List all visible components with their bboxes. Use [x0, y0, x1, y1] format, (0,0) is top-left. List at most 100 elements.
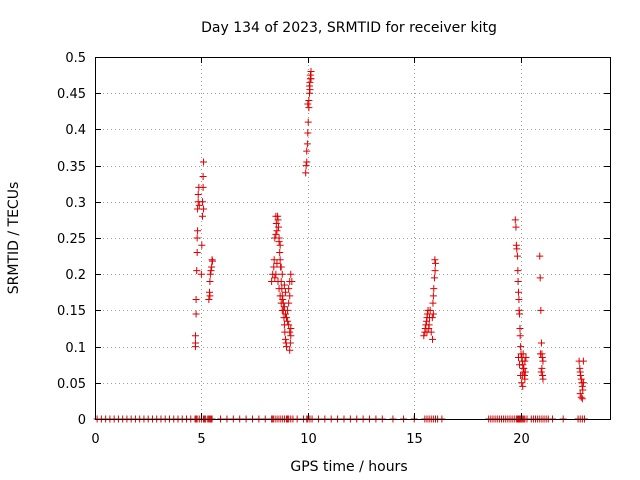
data-point [521, 368, 529, 376]
data-point [205, 296, 213, 304]
data-point [208, 263, 216, 271]
data-point [518, 379, 526, 387]
data-point [284, 317, 292, 325]
data-point [517, 343, 525, 351]
axis-ticks: 0 0.05 0.1 0.15 0.2 0.25 0.3 0.35 0.4 0.45 0.5 0 5 10… [57, 51, 610, 447]
x-tick-label: 0 [91, 432, 99, 447]
data-point [536, 252, 544, 260]
data-point [193, 234, 201, 242]
data-point [307, 67, 315, 75]
data-point [272, 230, 280, 238]
data-point [577, 372, 585, 380]
data-point [302, 162, 310, 170]
data-point [198, 198, 206, 206]
data-point [304, 118, 312, 126]
y-tick-label: 0.3 [65, 196, 86, 211]
data-point [191, 332, 199, 340]
data-point [304, 100, 312, 108]
data-point [280, 303, 288, 311]
data-point [276, 292, 284, 300]
data-point [270, 256, 278, 264]
data-point [272, 270, 280, 278]
data-point [537, 339, 545, 347]
data-point [278, 270, 286, 278]
data-point [281, 335, 289, 343]
data-point [537, 306, 545, 314]
data-point [276, 241, 284, 249]
data-point [206, 270, 214, 278]
y-tick-label: 0.5 [65, 51, 86, 66]
y-tick-label: 0.2 [65, 268, 86, 283]
data-point [431, 267, 439, 275]
data-point [207, 267, 215, 275]
data-point [579, 386, 587, 394]
data-point [426, 306, 434, 314]
data-point [194, 227, 202, 235]
data-point [199, 172, 207, 180]
data-point [287, 332, 295, 340]
data-point [303, 147, 311, 155]
data-point [194, 205, 202, 213]
data-point [514, 277, 522, 285]
data-point [206, 277, 214, 285]
data-point [302, 169, 310, 177]
data-point [536, 350, 544, 358]
y-tick-label: 0 [78, 413, 86, 428]
data-point [516, 310, 524, 318]
data-point [428, 314, 436, 322]
data-point [276, 248, 284, 256]
data-point [271, 274, 279, 282]
chart-title: Day 134 of 2023, SRMTID for receiver kit… [201, 20, 497, 36]
data-point [200, 205, 208, 213]
data-point [306, 86, 314, 94]
x-tick-label: 10 [300, 432, 317, 447]
y-tick-label: 0.25 [57, 232, 86, 247]
y-tick-label: 0.05 [57, 377, 86, 392]
data-point [199, 183, 207, 191]
data-point [579, 379, 587, 387]
data-point [423, 328, 431, 336]
data-point [514, 353, 522, 361]
data-point [519, 350, 527, 358]
data-point [538, 364, 546, 372]
data-point [520, 364, 528, 372]
data-point [208, 257, 216, 265]
data-point [286, 339, 294, 347]
data-point [431, 259, 439, 267]
data-point [431, 256, 439, 264]
y-tick-label: 0.4 [65, 123, 86, 138]
data-point [200, 158, 208, 166]
data-point [429, 299, 437, 307]
data-point [537, 368, 545, 376]
data-point [287, 325, 295, 332]
data-point [579, 357, 587, 365]
data-point [277, 263, 285, 271]
data-point [286, 328, 294, 336]
data-point [307, 75, 315, 83]
data-point [285, 299, 293, 307]
data-point [511, 216, 519, 224]
data-point [306, 71, 314, 79]
data-point [514, 267, 522, 275]
data-point [521, 375, 529, 383]
data-point [512, 223, 520, 231]
data-point [516, 325, 524, 332]
data-point [425, 321, 433, 329]
data-point [197, 270, 205, 278]
data-point [519, 382, 527, 390]
data-point [283, 314, 291, 322]
data-point [275, 234, 283, 242]
data-point [305, 104, 313, 112]
data-point [284, 306, 292, 314]
data-point [304, 129, 312, 137]
data-point [429, 335, 437, 343]
data-point [288, 277, 296, 285]
data-point [193, 248, 201, 256]
data-point [518, 372, 526, 380]
data-point [275, 285, 283, 293]
data-point [305, 96, 313, 104]
y-tick-label: 0.15 [57, 304, 86, 319]
y-tick-label: 0.35 [57, 160, 86, 175]
data-point [285, 321, 293, 329]
